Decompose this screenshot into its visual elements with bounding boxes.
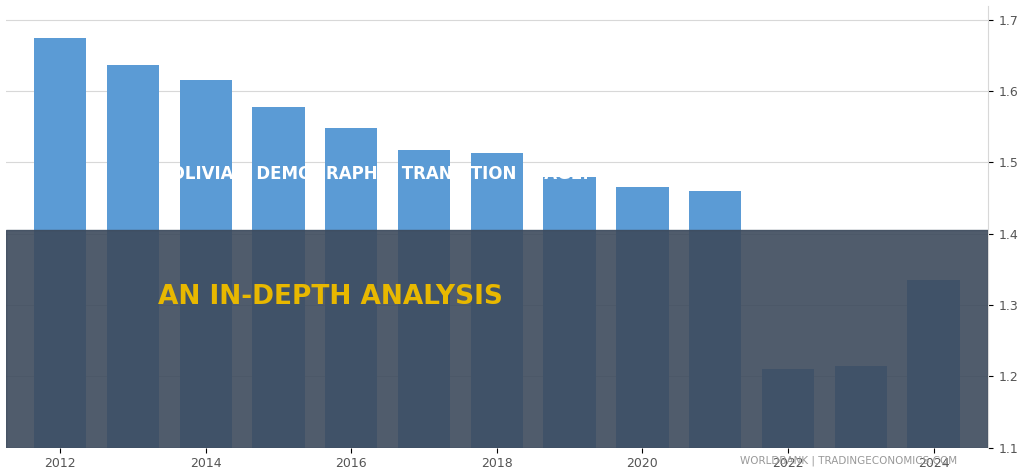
Bar <box>34 38 86 476</box>
Bar <box>252 107 305 476</box>
Bar <box>471 153 523 476</box>
Bar <box>835 366 887 476</box>
Bar <box>5 230 988 448</box>
Bar <box>106 66 159 476</box>
Bar <box>616 188 669 476</box>
Bar <box>907 280 959 476</box>
Bar <box>689 191 741 476</box>
Text: AN IN-DEPTH ANALYSIS: AN IN-DEPTH ANALYSIS <box>158 284 503 310</box>
Bar <box>762 369 814 476</box>
Text: BOLIVIA'S DEMOGRAPHIC TRANSITION STAGE:: BOLIVIA'S DEMOGRAPHIC TRANSITION STAGE: <box>158 165 589 183</box>
Text: WORLDBANK | TRADINGECONOMICS.COM: WORLDBANK | TRADINGECONOMICS.COM <box>740 455 957 466</box>
Bar <box>179 80 231 476</box>
Bar <box>325 128 378 476</box>
Bar <box>544 177 596 476</box>
Bar <box>398 149 451 476</box>
